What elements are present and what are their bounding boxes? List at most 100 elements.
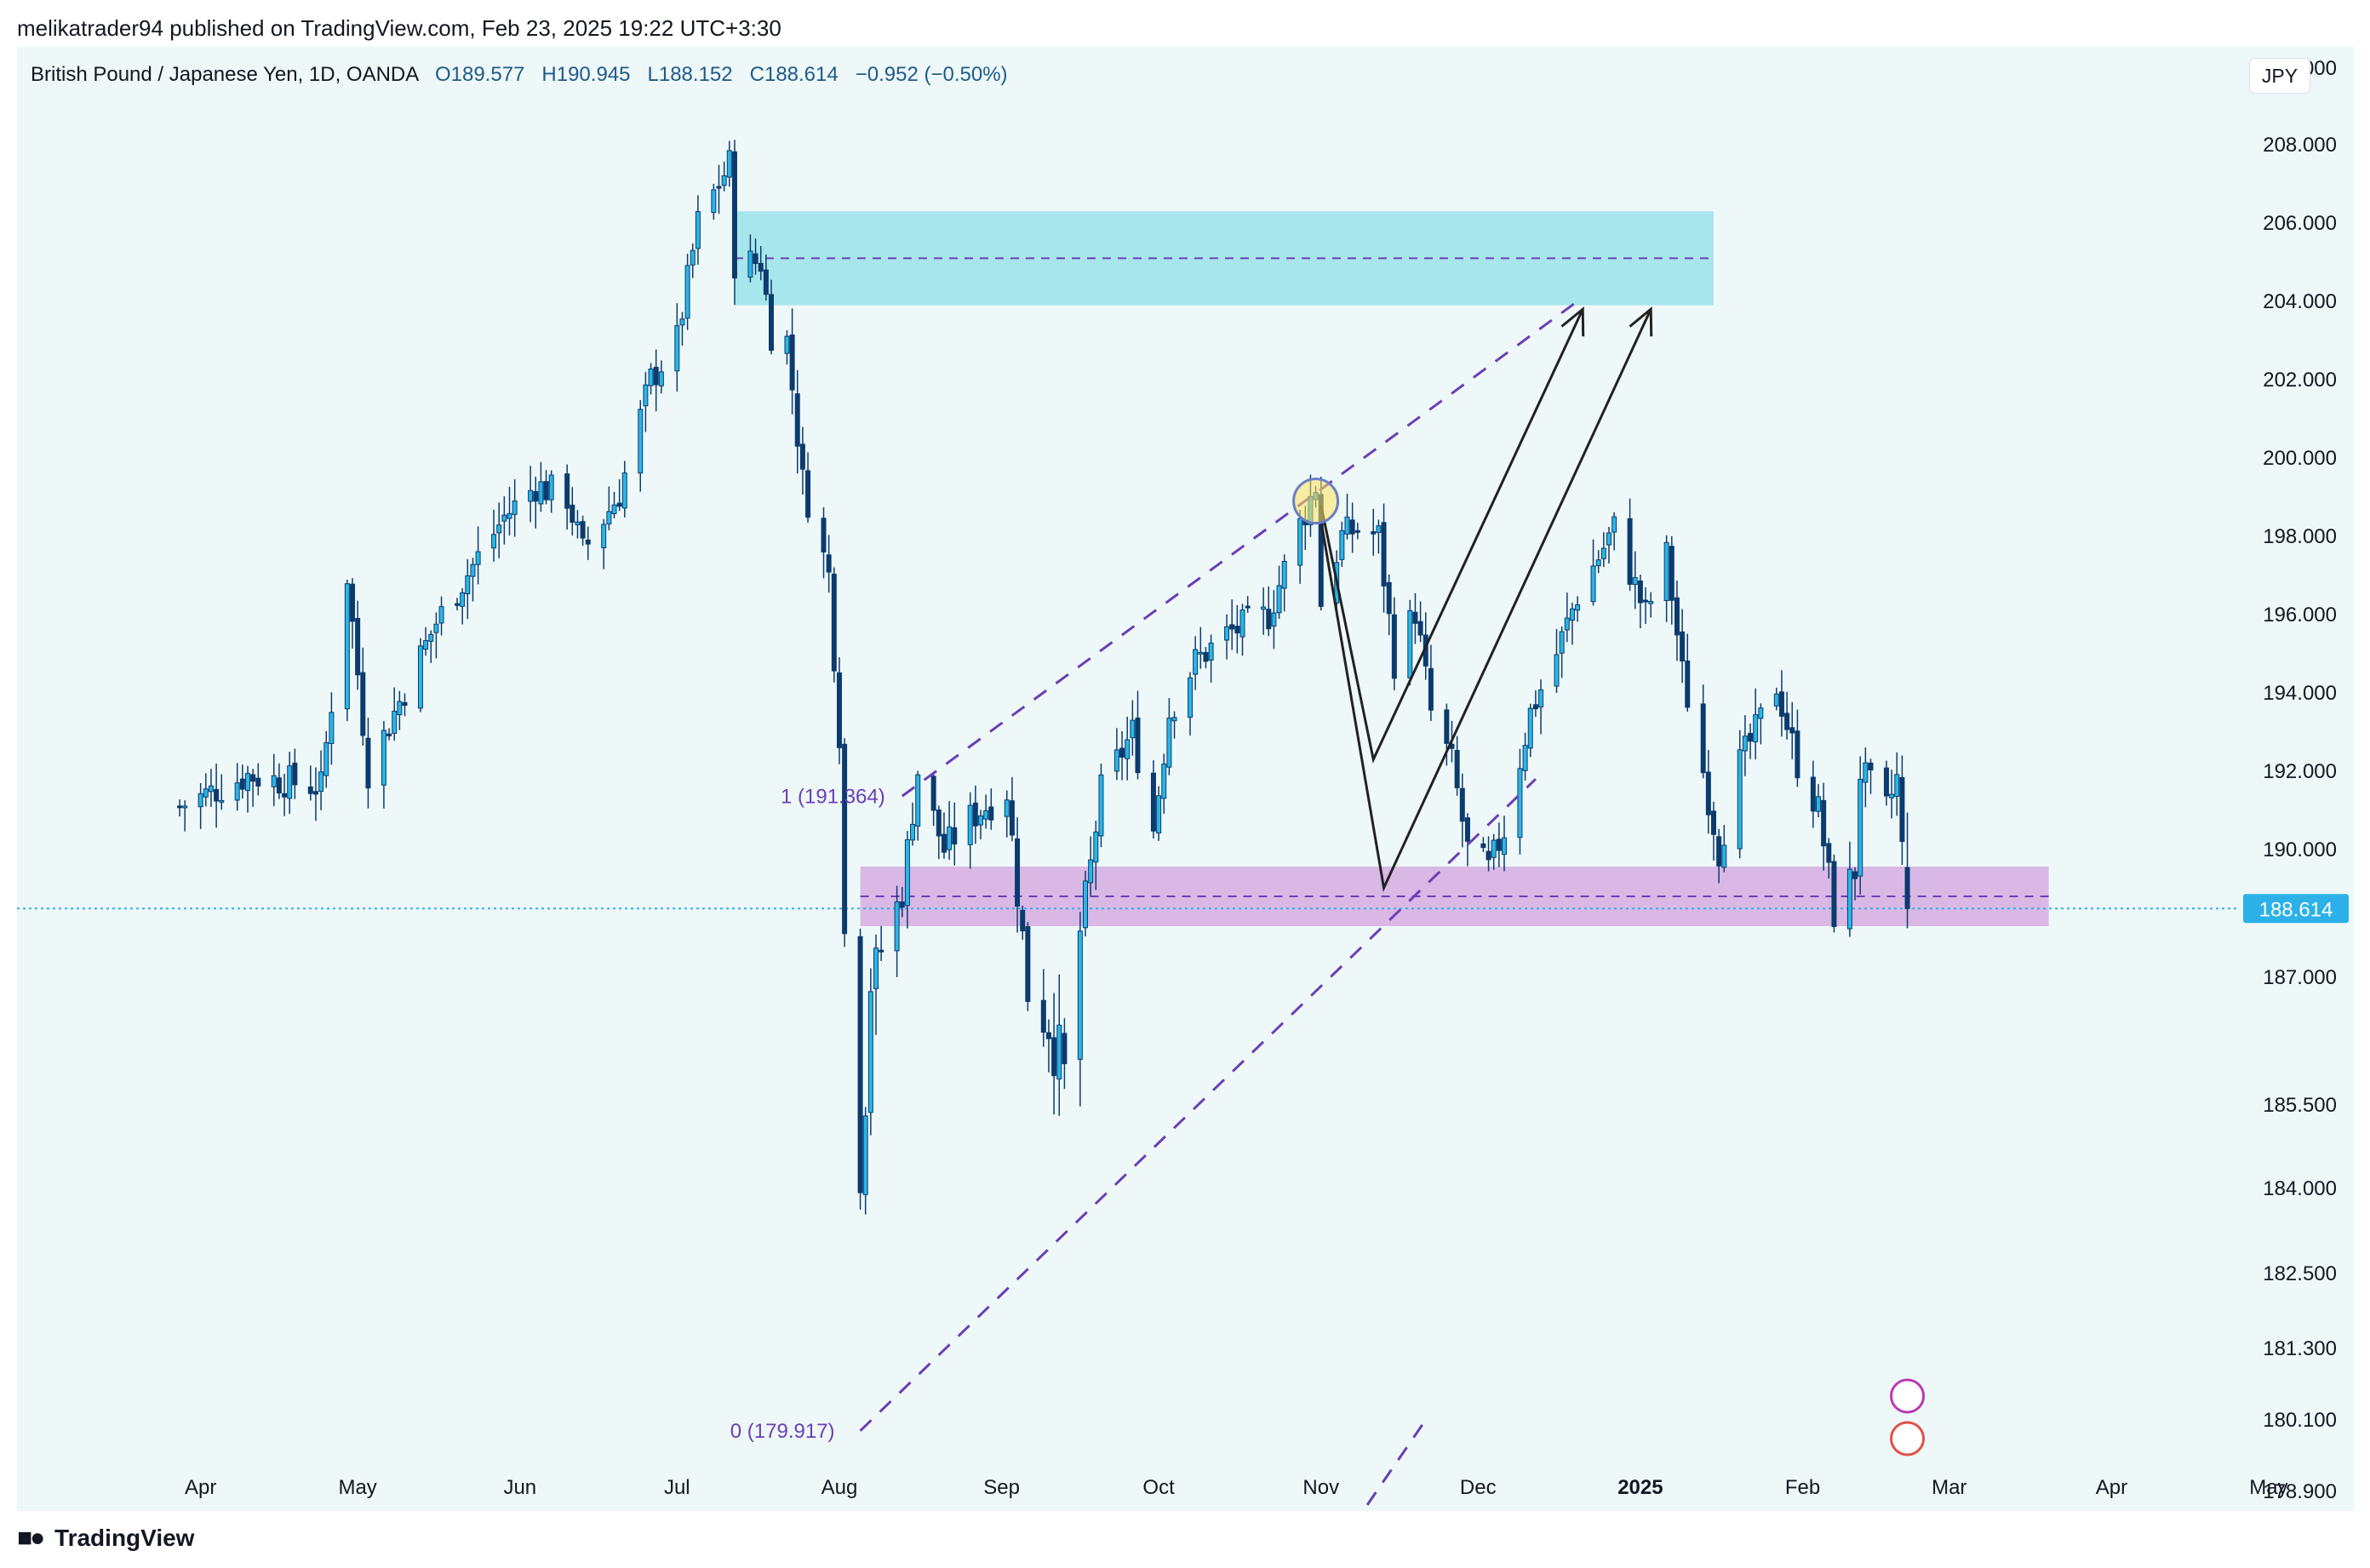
- y-axis-tick-label: 184.000: [2263, 1177, 2337, 1200]
- candle-body: [643, 384, 649, 407]
- candle-body: [1480, 843, 1486, 849]
- candle-body: [1344, 516, 1350, 535]
- candle-body: [397, 701, 403, 716]
- uk-flag-icon: [1890, 1421, 1926, 1456]
- chart-pane[interactable]: Apr May Jun Jul Aug Sep Oct Nov Dec 2025 Feb Mar Apr…: [17, 47, 2354, 1511]
- candle-body: [638, 409, 644, 474]
- candle-body: [1883, 767, 1889, 797]
- price-chart[interactable]: Apr May Jun Jul Aug Sep Oct Nov Dec 2025 Feb Mar Apr…: [17, 47, 2354, 1511]
- currency-selector[interactable]: JPY: [2249, 58, 2310, 94]
- candle-body: [1224, 626, 1230, 641]
- candle-body: [611, 504, 617, 514]
- x-axis-tick-label: Jun: [503, 1476, 536, 1499]
- candle-body: [1606, 532, 1611, 546]
- y-axis-tick-label: 178.900: [2263, 1480, 2337, 1503]
- candle-body: [1188, 677, 1193, 718]
- candle-body: [460, 592, 466, 607]
- candle-body: [1166, 718, 1172, 768]
- y-axis-tick-label: 187.000: [2263, 966, 2337, 989]
- candle-body: [910, 823, 916, 841]
- candle-body: [1004, 799, 1010, 817]
- candle-body: [1428, 667, 1434, 711]
- candle-body: [1527, 707, 1533, 749]
- candle-body: [1051, 1037, 1057, 1077]
- candle-body: [1088, 859, 1094, 884]
- candle-body: [1417, 621, 1423, 636]
- candle-body: [1816, 796, 1821, 812]
- candle-body: [894, 901, 900, 952]
- y-axis-tick-label: 180.100: [2263, 1409, 2337, 1432]
- candle-body: [1297, 518, 1303, 566]
- candle-body: [1643, 599, 1649, 603]
- y-axis-tick-label: 182.500: [2263, 1262, 2337, 1285]
- candle-body: [1773, 693, 1779, 707]
- candle-body: [789, 334, 795, 391]
- candle-body: [177, 805, 183, 809]
- x-axis-tick-label: 2025: [1617, 1476, 1663, 1499]
- candle-body: [658, 371, 664, 386]
- candle-body: [219, 799, 225, 803]
- candle-body: [1595, 559, 1601, 567]
- candle-body: [983, 810, 989, 820]
- candle-body: [329, 712, 335, 744]
- x-axis-tick-label: Apr: [2096, 1476, 2127, 1499]
- candle-body: [1025, 926, 1031, 1002]
- candle-body: [548, 474, 554, 501]
- candle-body: [570, 504, 575, 524]
- x-axis-tick-label: May: [2249, 1476, 2287, 1499]
- candle-body: [862, 1115, 868, 1195]
- candle-body: [1491, 839, 1497, 858]
- candle-body: [915, 774, 921, 827]
- candle-body: [821, 518, 827, 553]
- fib-level-1-label: 1 (191.364): [781, 785, 885, 808]
- y-axis-tick-label: 208.000: [2263, 134, 2337, 157]
- candle-body: [580, 521, 586, 539]
- candle-body: [1349, 519, 1355, 535]
- candle-body: [318, 771, 324, 793]
- candle-body: [799, 444, 805, 470]
- candle-body: [1831, 861, 1837, 928]
- candle-body: [1590, 565, 1596, 603]
- candle-body: [805, 470, 811, 518]
- candle-body: [1899, 776, 1905, 842]
- candle-body: [1627, 518, 1633, 585]
- candle-body: [1600, 547, 1606, 559]
- candle-body: [1637, 580, 1643, 604]
- candle-body: [1575, 604, 1581, 611]
- candle-body: [528, 489, 534, 502]
- channel-lower-line: [859, 778, 1537, 1432]
- candle-body: [1721, 844, 1727, 868]
- candle-body: [1339, 529, 1345, 560]
- candle-body: [1778, 691, 1784, 717]
- x-axis-tick-label: Sep: [983, 1476, 1020, 1499]
- candle-body: [904, 838, 910, 907]
- candle-body: [1391, 614, 1397, 679]
- candle-body: [1486, 850, 1491, 861]
- last-price-badge: [2243, 894, 2349, 924]
- x-axis-tick-label: Dec: [1460, 1476, 1497, 1499]
- y-axis-tick-label: 202.000: [2263, 369, 2337, 392]
- tradingview-logo[interactable]: ■● TradingView: [17, 1524, 194, 1553]
- candle-body: [1444, 709, 1450, 744]
- candle-body: [1700, 703, 1706, 774]
- candle-body: [1858, 778, 1863, 877]
- x-axis-tick-label: May: [338, 1476, 376, 1499]
- brand-name: TradingView: [54, 1525, 195, 1551]
- candle-body: [1271, 612, 1277, 627]
- candle-body: [1045, 1032, 1051, 1039]
- candle-body: [606, 511, 612, 524]
- candle-body: [873, 947, 879, 989]
- candle-body: [491, 534, 497, 549]
- symbol-title: British Pound / Japanese Yen, 1D, OANDA: [31, 63, 418, 86]
- candle-body: [952, 827, 958, 844]
- demand-zone: [860, 867, 2049, 926]
- candle-body: [585, 539, 591, 545]
- candle-body: [947, 826, 953, 850]
- candle-body: [575, 521, 581, 525]
- highlight-circle: [1292, 478, 1340, 525]
- candle-body: [1559, 631, 1565, 654]
- y-axis-tick-label: 206.000: [2263, 212, 2337, 235]
- candle-body: [836, 672, 842, 748]
- candle-body: [392, 710, 398, 734]
- candle-body: [423, 640, 429, 650]
